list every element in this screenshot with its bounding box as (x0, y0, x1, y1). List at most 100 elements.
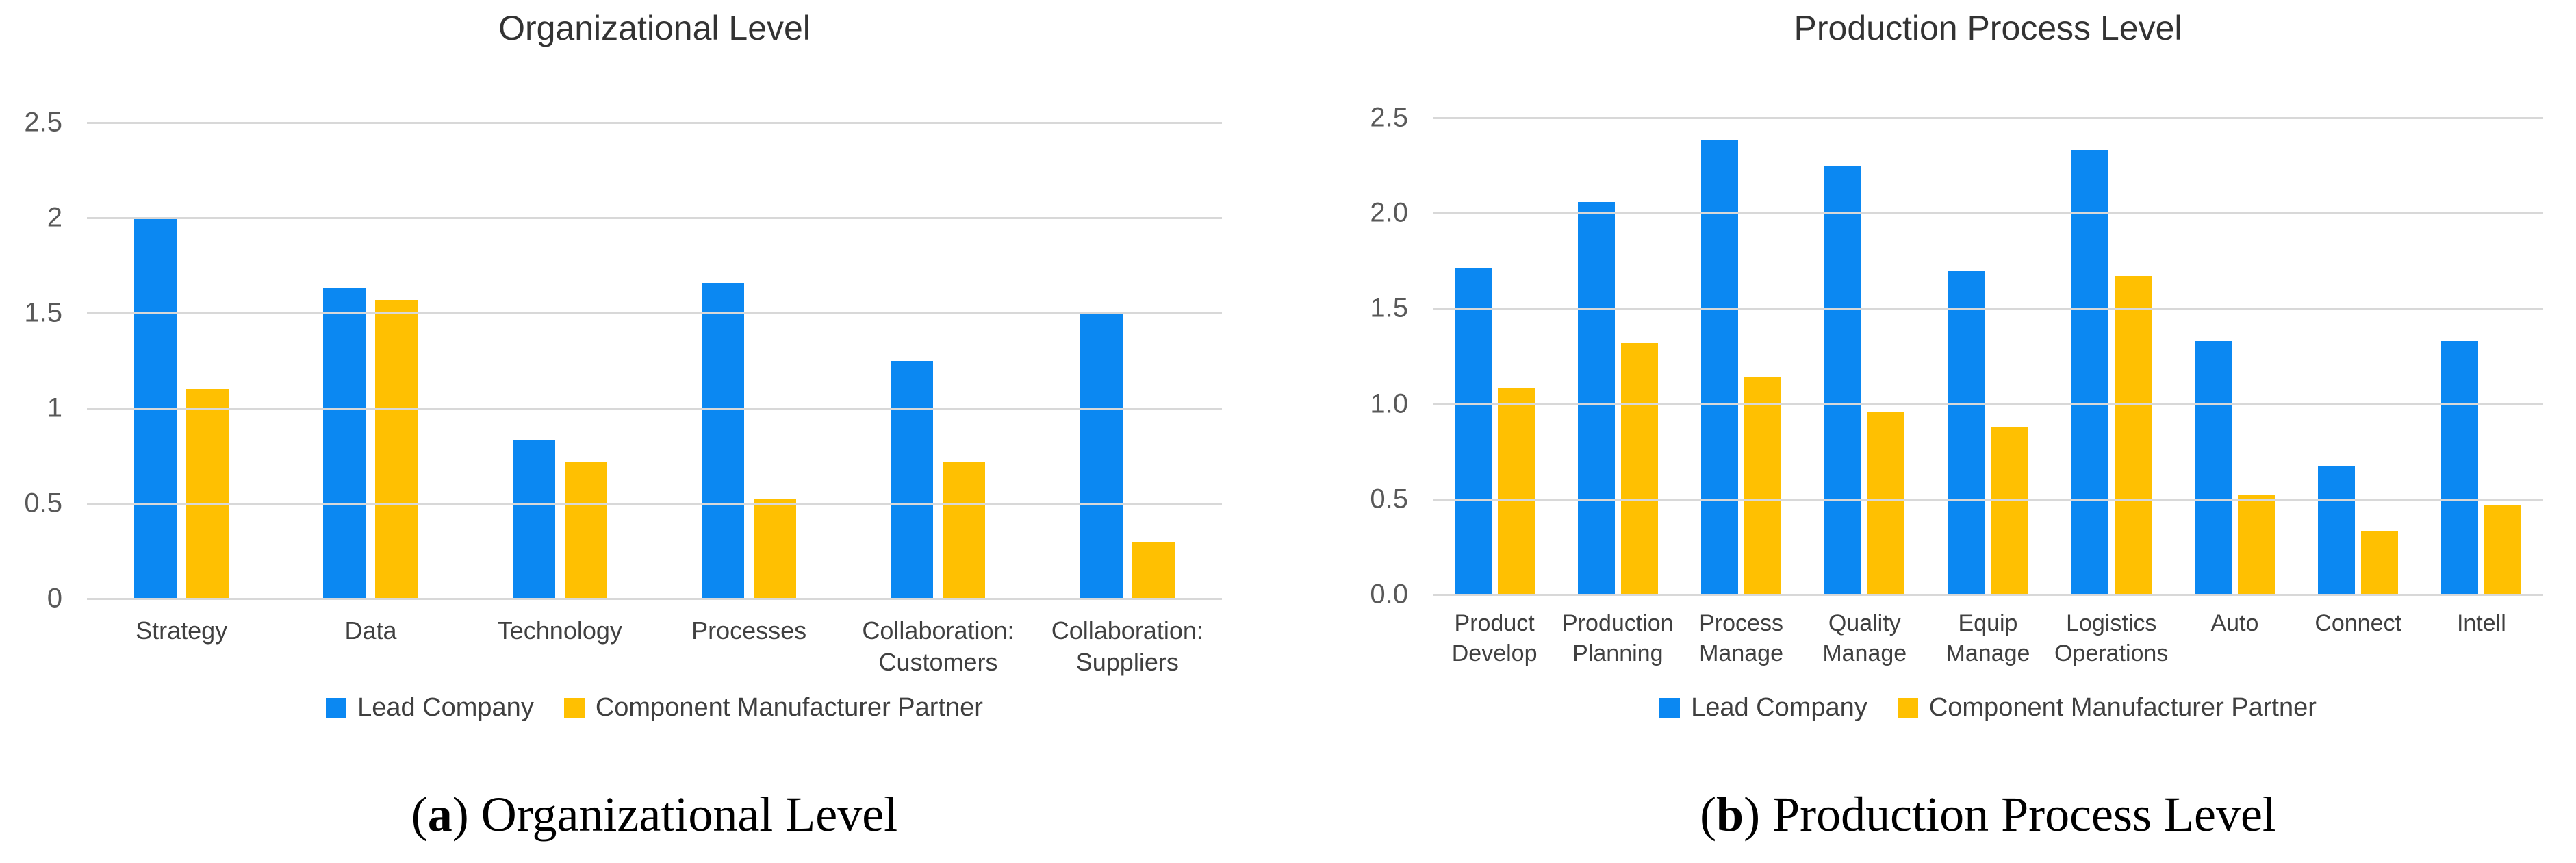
bars-row (87, 123, 1222, 599)
plot-area: 0.0 0.5 1.0 1.5 2.0 2.5 (1370, 103, 2543, 610)
x-category-label: Connect (2314, 610, 2401, 636)
bar-group (1556, 118, 1679, 595)
legend: Lead Company Component Manufacturer Part… (87, 693, 1222, 723)
bar-lead-company (1701, 140, 1739, 595)
y-tick-label: 2.5 (24, 107, 62, 138)
y-tick-label: 2.0 (1370, 197, 1408, 228)
lead-company-swatch-icon (326, 697, 347, 718)
bar-component-manufacturer-partner (375, 299, 418, 599)
x-category-label: Equip Manage (1946, 610, 2030, 666)
bar-group (276, 123, 465, 599)
chart-title: Organizational Level (498, 9, 811, 47)
bar-component-manufacturer-partner (186, 389, 229, 599)
bar-lead-company (702, 282, 745, 599)
caption-title: Production Process Level (1772, 787, 2276, 842)
gridline (1433, 117, 2543, 119)
bar-lead-company (1080, 313, 1123, 599)
y-tick-label: 2 (47, 202, 62, 233)
caption-paren: ( (411, 787, 428, 842)
bar-lead-company (2194, 340, 2232, 595)
bar-component-manufacturer-partner (2361, 531, 2399, 595)
bar-lead-company (323, 288, 366, 599)
y-tick-label: 1.5 (24, 297, 62, 328)
x-category-label: Auto (2210, 610, 2259, 636)
bar-component-manufacturer-partner (1497, 388, 1535, 595)
x-category-label: Quality Manage (1822, 610, 1907, 666)
bar-lead-company (891, 360, 934, 599)
bar-component-manufacturer-partner (2237, 495, 2275, 595)
bar-component-manufacturer-partner (2484, 505, 2522, 595)
legend-label: Lead Company (1691, 693, 1867, 722)
bar-lead-company (1577, 201, 1615, 595)
x-category-label: Logistics Operations (2054, 610, 2169, 666)
x-category-label: Product Develop (1451, 610, 1538, 666)
legend-label: Component Manufacturer Partner (1928, 693, 2317, 722)
bar-lead-company (2441, 340, 2479, 595)
gridline (87, 598, 1222, 600)
caption-paren: ( (1700, 787, 1717, 842)
bar-group (843, 123, 1032, 599)
bar-group (1926, 118, 2050, 595)
plot-area: 0 0.5 1 1.5 2 2.5 (24, 108, 1222, 614)
caption-letter: b (1716, 787, 1744, 842)
x-labels-row: Strategy Data Technology Processes Collabora… (87, 615, 1222, 678)
y-tick-label: 2.5 (1370, 102, 1408, 133)
caption-paren: ) (1744, 787, 1773, 842)
y-tick-label: 0 (47, 583, 62, 614)
bar-group (1803, 118, 1926, 595)
bar-component-manufacturer-partner (1867, 411, 1905, 595)
legend-item-component-manufacturer-partner: Component Manufacturer Partner (1897, 693, 2317, 723)
x-category-label: Collaboration: Customers (862, 616, 1015, 676)
bar-group (654, 123, 843, 599)
bar-group (466, 123, 654, 599)
bar-group (1033, 123, 1222, 599)
legend-label: Lead Company (357, 693, 534, 722)
x-category-label: Intell (2456, 610, 2506, 636)
gridline (1433, 594, 2543, 596)
gridline (87, 312, 1222, 314)
lead-company-swatch-icon (1659, 697, 1681, 718)
caption-title: Organizational Level (481, 787, 898, 842)
y-tick-label: 0.5 (24, 488, 62, 518)
bar-group (1679, 118, 1802, 595)
x-category-label: Collaboration: Suppliers (1051, 616, 1203, 676)
legend-label: Component Manufacturer Partner (595, 693, 983, 722)
bar-lead-company (2071, 150, 2108, 595)
bar-group (1433, 118, 1556, 595)
bar-component-manufacturer-partner (754, 499, 797, 599)
bar-lead-company (1948, 270, 1985, 595)
bar-lead-company (512, 440, 555, 599)
x-category-label: Technology (497, 616, 622, 645)
gridline (1433, 403, 2543, 405)
bar-group (2173, 118, 2296, 595)
partner-swatch-icon (563, 697, 585, 718)
legend-item-lead-company: Lead Company (1659, 693, 1867, 723)
x-labels-row: Product Develop Production Planning Proces… (1433, 608, 2543, 668)
gridline (1433, 498, 2543, 501)
bars-row (1433, 118, 2543, 595)
bar-component-manufacturer-partner (1744, 377, 1782, 595)
bar-component-manufacturer-partner (1991, 427, 2028, 595)
x-category-label: Production Planning (1562, 610, 1674, 666)
gridline (87, 122, 1222, 124)
gridline (87, 408, 1222, 410)
caption-paren: ) (452, 787, 481, 842)
chart-title: Production Process Level (1794, 9, 2182, 47)
gridline (87, 503, 1222, 505)
legend: Lead Company Component Manufacturer Part… (1433, 693, 2543, 723)
y-tick-label: 1 (47, 392, 62, 423)
bar-component-manufacturer-partner (1132, 541, 1175, 599)
x-category-label: Data (344, 616, 397, 645)
y-tick-label: 0.0 (1370, 579, 1408, 610)
bar-group (2420, 118, 2543, 595)
gridline (1433, 308, 2543, 310)
gridline (1433, 212, 2543, 215)
caption-letter: a (427, 787, 452, 842)
bar-component-manufacturer-partner (564, 461, 607, 599)
legend-item-lead-company: Lead Company (326, 693, 534, 723)
bar-lead-company (2318, 466, 2356, 595)
x-category-label: Process Manage (1699, 610, 1783, 666)
